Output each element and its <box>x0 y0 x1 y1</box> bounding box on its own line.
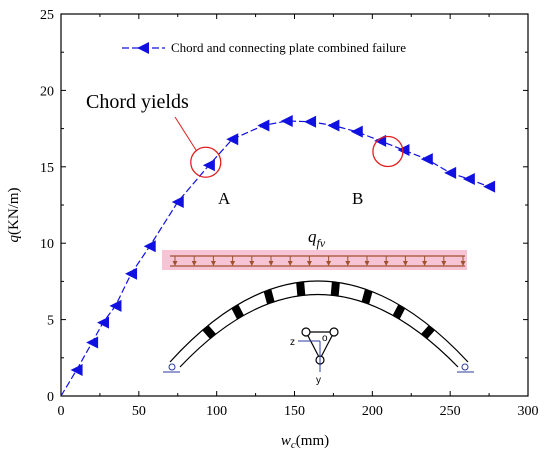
data-point <box>304 115 317 128</box>
data-point <box>257 119 270 132</box>
section-chord-top-right <box>329 327 339 337</box>
x-tick-label: 100 <box>206 404 227 419</box>
load-arrow-head <box>172 261 178 266</box>
arch-plate <box>263 289 275 304</box>
y-tick-label: 25 <box>40 8 54 23</box>
arch-plate <box>421 325 435 340</box>
x-tick-label: 0 <box>58 404 65 419</box>
load-arrow-head <box>345 261 351 266</box>
right-support <box>457 363 474 373</box>
arch-diagram <box>163 280 474 373</box>
load-arrow-head <box>364 261 370 266</box>
data-point <box>280 114 293 127</box>
x-ticks: 0 50 100 150 200 250 300 <box>58 14 539 419</box>
arch-outer-chord <box>169 280 469 363</box>
section-z-label: z <box>290 337 295 348</box>
x-tick-label: 50 <box>132 404 146 419</box>
load-arrow-head <box>306 261 312 266</box>
arch-plate <box>330 281 340 296</box>
y-ticks: 0 5 10 15 20 25 <box>40 8 528 405</box>
load-arrow-head <box>460 261 466 266</box>
load-arrow-head <box>191 261 197 266</box>
legend: Chord and connecting plate combined fail… <box>122 40 406 55</box>
section-chord-top-left <box>301 327 311 337</box>
x-axis-label: wc(mm) <box>281 433 329 451</box>
arch-plate <box>202 325 216 340</box>
left-support <box>163 363 180 373</box>
data-point <box>86 336 99 349</box>
load-arrow-head <box>422 261 428 266</box>
arch-inner-chord <box>179 294 459 368</box>
load-arrow-head <box>210 261 216 266</box>
load-arrow-head <box>402 261 408 266</box>
load-arrows <box>172 256 466 266</box>
right-support-pin <box>461 363 469 371</box>
section-o-label: o <box>322 333 328 344</box>
load-arrow-head <box>326 261 332 266</box>
x-tick-label: 300 <box>518 404 539 419</box>
x-tick-label: 150 <box>284 404 305 419</box>
point-a-circle <box>190 146 222 178</box>
y-tick-label: 10 <box>40 237 54 252</box>
data-point <box>97 316 110 329</box>
arch-plate <box>361 289 373 304</box>
data-point <box>420 153 433 166</box>
load-arrow-head <box>249 261 255 266</box>
load-band <box>162 250 467 270</box>
legend-entry: Chord and connecting plate combined fail… <box>171 40 406 55</box>
data-point <box>171 195 184 208</box>
left-support-pin <box>168 363 176 371</box>
load-arrow-head <box>287 261 293 266</box>
arch-plate <box>296 281 306 296</box>
point-b-label: B <box>352 189 363 208</box>
x-tick-label: 250 <box>440 404 461 419</box>
data-point <box>109 299 122 312</box>
yield-annotation: Chord yields <box>86 91 189 113</box>
data-point <box>444 166 457 179</box>
data-point <box>70 364 83 377</box>
y-axis-label: q(KN/m) <box>6 188 22 243</box>
point-a-label: A <box>218 189 231 208</box>
load-label: qfv <box>308 227 326 250</box>
arch-plate <box>392 304 406 320</box>
section-diagram: z o y <box>290 327 339 386</box>
load-diagram: qfv <box>162 227 467 270</box>
data-point <box>202 159 215 172</box>
arch-connecting-plates <box>202 281 435 340</box>
section-y-label: y <box>316 375 321 386</box>
arch-plate <box>231 304 245 320</box>
data-point <box>143 240 156 253</box>
data-point <box>483 180 496 193</box>
yield-callout-line <box>174 116 198 152</box>
data-point <box>462 173 475 186</box>
load-arrow-head <box>383 261 389 266</box>
y-tick-label: 0 <box>47 390 54 405</box>
data-point <box>327 119 340 132</box>
load-arrow-head <box>230 261 236 266</box>
x-tick-label: 200 <box>362 404 383 419</box>
y-tick-label: 5 <box>47 314 54 329</box>
load-arrow-head <box>441 261 447 266</box>
load-arrow-head <box>268 261 274 266</box>
data-point <box>125 267 138 280</box>
point-b-circle <box>372 135 404 168</box>
y-tick-label: 15 <box>40 161 54 176</box>
callout-annotations: Chord yields A B <box>86 91 404 208</box>
data-point <box>226 133 239 146</box>
section-triangle <box>305 331 335 361</box>
y-tick-label: 20 <box>40 84 54 99</box>
legend-marker <box>137 42 149 54</box>
data-point <box>350 125 363 138</box>
